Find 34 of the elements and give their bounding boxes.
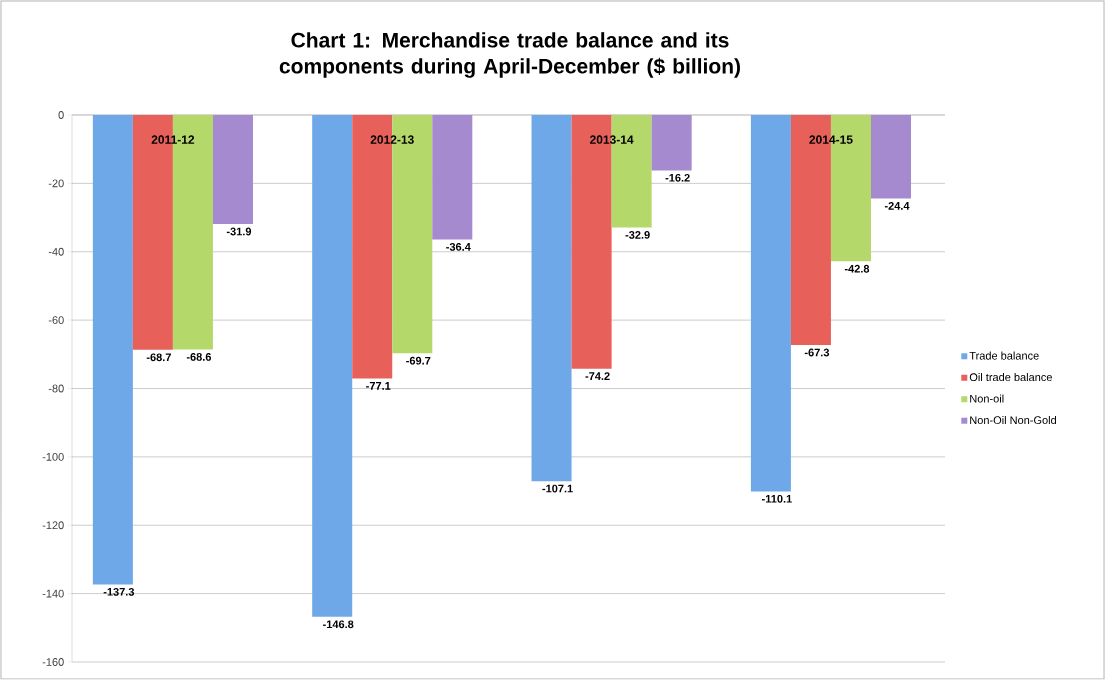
chart-title: Chart 1: Merchandise trade balance and its components during April-December ($ billion) [279, 32, 740, 78]
data-label: -16.2 [665, 173, 690, 182]
data-label: -24.4 [884, 201, 910, 210]
data-label: -67.3 [804, 348, 830, 357]
data-label: -42.8 [844, 264, 870, 273]
data-label: -68.6 [186, 353, 212, 361]
data-label: -77.1 [366, 382, 391, 390]
y-tick-label: -140 [42, 589, 64, 598]
data-label: -36.4 [446, 242, 471, 251]
data-label: -68.7 [146, 353, 171, 362]
data-label: -74.2 [585, 372, 610, 380]
y-tick-label: -20 [48, 179, 64, 188]
x-tick-label: 2011-12 [151, 135, 195, 144]
data-label: -107.1 [542, 484, 573, 493]
x-tick-label: 2012-13 [370, 135, 414, 144]
y-tick-label: -120 [42, 521, 64, 530]
x-tick-label: 2013-14 [590, 135, 634, 144]
legend-label: Trade balance [969, 351, 1039, 360]
y-tick-label: -40 [48, 247, 64, 256]
x-tick-label: 2014-15 [809, 135, 853, 144]
data-label: -146.8 [323, 620, 354, 629]
y-tick-label: -60 [48, 316, 64, 325]
data-label: -110.1 [762, 494, 792, 503]
legend-label: Non-Oil Non-Gold [970, 415, 1056, 425]
y-tick-label: 0 [58, 111, 64, 119]
legend-label: Oil trade balance [969, 373, 1052, 382]
y-tick-label: -160 [42, 658, 64, 666]
data-label: -32.9 [625, 231, 650, 239]
legend-label: Non-oil [970, 394, 1004, 403]
data-label: -69.7 [406, 356, 431, 365]
data-label: -31.9 [226, 227, 252, 236]
data-label: -137.3 [103, 587, 135, 596]
y-tick-label: -80 [48, 384, 64, 393]
y-tick-label: -100 [42, 452, 64, 461]
